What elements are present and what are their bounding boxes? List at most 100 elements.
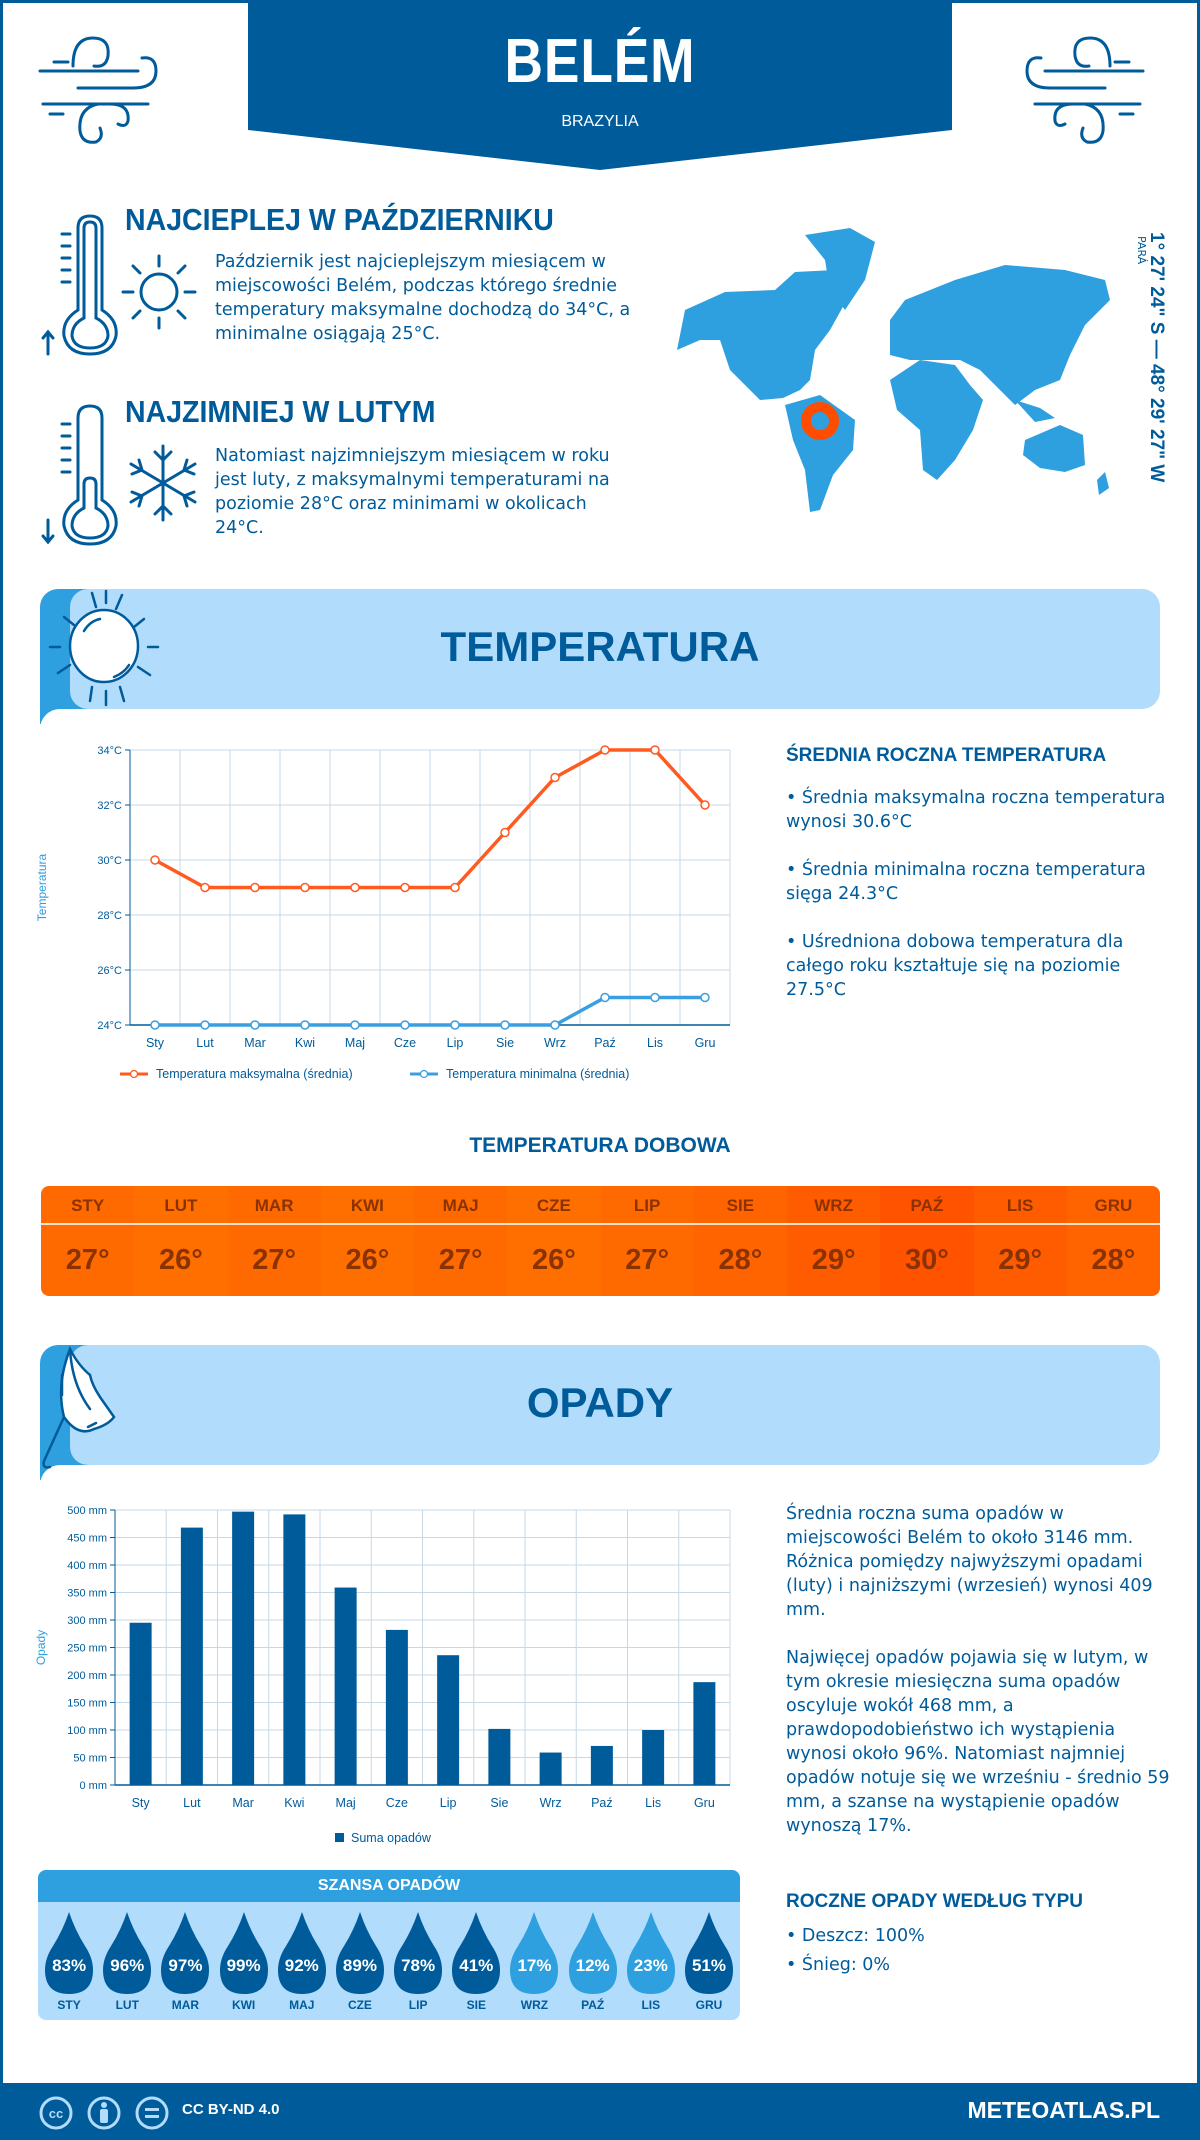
attribution-icon[interactable] xyxy=(86,2095,122,2131)
y-tick-label: 50 mm xyxy=(73,1753,107,1765)
x-tick-label: Cze xyxy=(386,1796,408,1810)
legend-marker xyxy=(129,1069,139,1079)
license-label[interactable]: CC BY-ND 4.0 xyxy=(182,2101,280,2118)
rain-chance-item: 97% MAR xyxy=(156,1902,214,2020)
daily-temp-column: MAJ 27° xyxy=(414,1186,508,1296)
y-tick-label: 28°C xyxy=(97,910,122,922)
raindrop-icon xyxy=(568,1912,617,1994)
rain-chance-panel: SZANSA OPADÓW 83% STY 96% LUT 97% MAR 99% KWI 92… xyxy=(38,1870,740,2020)
x-tick-label: Lip xyxy=(440,1796,457,1810)
min-temp-point xyxy=(350,1020,360,1030)
daily-temp-value: 27° xyxy=(252,1244,297,1276)
max-temp-point xyxy=(450,882,460,893)
rain-chance-value: 23% xyxy=(633,1956,668,1975)
svg-text:cc: cc xyxy=(49,2106,63,2121)
rain-chance-month: PAŹ xyxy=(581,1998,605,2012)
coldest-block: NAJZIMNIEJ W LUTYM Natomiast najzimniejs… xyxy=(30,392,630,552)
temperature-title: TEMPERATURA xyxy=(440,623,760,670)
precip-bar-chart: 0 mm 50 mm 100 mm 150 mm 200 mm 250 mm 300 mm 3… xyxy=(34,1505,731,1845)
rain-chance-item: 41% SIE xyxy=(447,1902,505,2020)
min-temp-point xyxy=(150,1020,160,1030)
thermometer-down-icon xyxy=(41,404,118,546)
header-bar xyxy=(70,589,1160,709)
daily-temp-month: PAŹ xyxy=(880,1186,974,1225)
x-tick-label: Sty xyxy=(132,1796,151,1810)
rain-chance-value: 89% xyxy=(342,1956,377,1975)
rain-chance-month: LIP xyxy=(408,1998,428,2012)
daily-temp-value: 26° xyxy=(345,1244,390,1276)
daily-temp-value: 29° xyxy=(811,1244,856,1276)
rain-chance-month: MAJ xyxy=(289,1998,315,2012)
raindrop-shape xyxy=(219,1912,268,1994)
y-tick-label: 300 mm xyxy=(67,1615,107,1627)
legend-swatch xyxy=(335,1833,344,1842)
daily-temperature-title: TEMPERATURA DOBOWA xyxy=(469,1134,731,1157)
min-temp-point xyxy=(650,992,660,1003)
min-temp-point xyxy=(450,1020,460,1030)
max-temp-point xyxy=(600,745,610,755)
y-axis-title: Temperatura xyxy=(35,853,49,921)
no-derivatives-icon[interactable] xyxy=(134,2095,170,2131)
daily-temp-column: LIP 27° xyxy=(600,1186,694,1296)
precip-bar xyxy=(180,1527,203,1785)
daily-temp-column: KWI 26° xyxy=(320,1186,414,1296)
coldest-title: NAJZIMNIEJ W LUTYM xyxy=(125,394,436,429)
temperature-line-chart: 24°C 26°C 28°C 30°C 32°C 34°C Sty Lut Mar Kwi Maj C… xyxy=(35,745,731,1081)
x-tick-label: Maj xyxy=(336,1796,356,1810)
brand-link[interactable]: METEOATLAS.PL xyxy=(967,2097,1160,2123)
x-tick-label: Paź xyxy=(591,1796,613,1810)
daily-temp-column: SIE 28° xyxy=(693,1186,787,1296)
min-temp-point xyxy=(600,992,610,1003)
daily-temp-month: SIE xyxy=(693,1186,787,1225)
warmest-text: Październik jest najcieplejszym miesiące… xyxy=(215,252,631,344)
rain-chance-value: 41% xyxy=(459,1956,494,1975)
raindrop-icon xyxy=(161,1912,210,1994)
header-notch xyxy=(40,1465,96,1487)
precip-bar xyxy=(283,1514,306,1785)
max-temp-point xyxy=(550,772,560,783)
rain-chance-value: 17% xyxy=(517,1956,552,1975)
rain-chance-item: 17% WRZ xyxy=(505,1902,563,2020)
city-title: BELÉM xyxy=(504,27,696,96)
precip-by-type: ROCZNE OPADY WEDŁUG TYPU • Deszcz: 100% … xyxy=(786,1890,1176,1980)
daily-temp-column: LUT 26° xyxy=(134,1186,228,1296)
daily-temp-value: 26° xyxy=(158,1244,203,1276)
raindrop-icon xyxy=(45,1912,93,1994)
rain-chance-month: STY xyxy=(57,1998,81,2012)
x-tick-label: Lut xyxy=(183,1796,201,1810)
daily-temp-column: LIS 29° xyxy=(973,1186,1067,1296)
y-axis-title: Opady xyxy=(34,1630,48,1665)
summary-avg: • Uśredniona dobowa temperatura dla całe… xyxy=(786,932,1124,1000)
raindrop-icon xyxy=(684,1912,733,1994)
raindrop-shape xyxy=(568,1912,617,1994)
rain-chance-value: 99% xyxy=(226,1956,261,1975)
daily-temp-month: GRU xyxy=(1066,1186,1160,1225)
eurasia-shape xyxy=(890,265,1110,405)
rain-chance-item: 12% PAŹ xyxy=(564,1902,622,2020)
max-temp-point xyxy=(350,882,360,893)
rain-chance-item: 92% MAJ xyxy=(273,1902,331,2020)
y-tick-label: 450 mm xyxy=(67,1533,107,1545)
daily-temperature-table: STY 27° LUT 26° MAR 27° KWI 26° MAJ 27° CZE 26° LIP 2… xyxy=(41,1186,1160,1296)
cc-icon[interactable]: cc xyxy=(38,2095,74,2131)
precip-bar xyxy=(232,1511,255,1785)
footer: cc CC BY-ND 4.0 METEOATLAS.PL xyxy=(0,2083,1200,2140)
x-tick-label: Mar xyxy=(232,1796,254,1810)
max-temp-point xyxy=(650,745,660,755)
coordinates: 1° 27' 24" S — 48° 29' 27" W xyxy=(1146,232,1167,483)
daily-temp-value: 26° xyxy=(531,1244,576,1276)
daily-temp-month: MAR xyxy=(227,1186,321,1225)
rain-chance-item: 23% LIS xyxy=(622,1902,680,2020)
raindrop-shape xyxy=(161,1912,210,1994)
raindrop-shape xyxy=(103,1912,152,1994)
snow-share: • Śnieg: 0% xyxy=(786,1955,891,1975)
x-tick-label: Lut xyxy=(196,1036,214,1050)
rain-chance-month: SIE xyxy=(466,1998,486,2012)
rain-chance-month: MAR xyxy=(171,1998,200,2012)
rain-chance-title: SZANSA OPADÓW xyxy=(38,1870,740,1902)
raindrop-icon xyxy=(394,1912,443,1994)
x-tick-label: Gru xyxy=(694,1796,715,1810)
daily-temp-value: 28° xyxy=(718,1244,763,1276)
rain-chance-item: 89% CZE xyxy=(331,1902,389,2020)
daily-temp-value: 27° xyxy=(65,1244,110,1276)
